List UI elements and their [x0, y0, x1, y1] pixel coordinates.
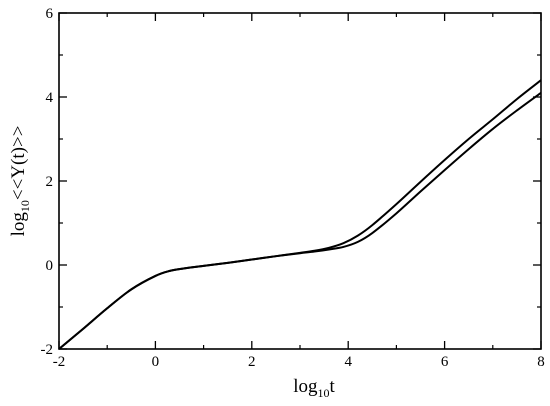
y-axis-title: log10<<Y(t)>>	[8, 126, 32, 237]
axis-ticks: -2 0 2 4 6 8 -2 0 2 4 6	[41, 6, 545, 370]
x-axis-title: log10t	[293, 376, 335, 400]
series-line-2	[58, 91, 542, 350]
x-tick-label: 2	[248, 354, 256, 370]
x-tick-label: 8	[537, 354, 545, 370]
y-tick-label: 0	[46, 258, 54, 274]
series-line-1	[58, 79, 542, 350]
y-tick-label: 6	[46, 6, 54, 22]
x-tick-label: 4	[344, 354, 352, 370]
x-tick-label: 0	[152, 354, 160, 370]
x-tick-label: 6	[441, 354, 449, 370]
series-layer	[58, 79, 542, 350]
y-tick-label: 4	[46, 90, 54, 106]
x-tick-label: -2	[53, 354, 66, 370]
plot-frame	[58, 12, 542, 350]
y-tick-label: 2	[46, 174, 54, 190]
y-tick-label: -2	[41, 342, 54, 358]
